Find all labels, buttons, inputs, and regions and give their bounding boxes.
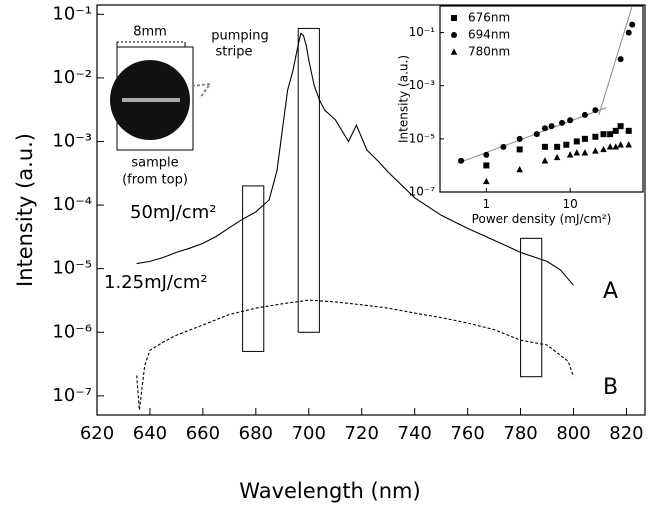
marker	[516, 146, 523, 153]
marker	[516, 165, 523, 173]
x-tick-label: 620	[80, 423, 114, 444]
x-tick-label: 720	[345, 423, 379, 444]
marker	[500, 143, 507, 150]
marker	[516, 135, 523, 142]
y-tick-label: 10⁻¹	[409, 25, 436, 39]
y-axis-label: Intensity (a.u.)	[13, 133, 37, 287]
y-tick-label: 10⁻⁷	[52, 385, 92, 406]
marker	[607, 131, 614, 138]
fit-line	[598, 5, 633, 116]
series-line	[136, 299, 575, 411]
marker	[629, 21, 636, 28]
y-tick-label: 10⁻⁵	[409, 131, 436, 145]
x-tick-label: 680	[239, 423, 273, 444]
marker	[612, 127, 619, 134]
y-tick-label: 10⁻³	[409, 78, 436, 92]
annotation: sample	[131, 156, 178, 171]
marker	[581, 111, 588, 118]
annotation: 8mm	[133, 25, 167, 40]
marker	[548, 123, 555, 130]
marker	[625, 29, 632, 36]
marker	[541, 143, 548, 150]
y-tick-label: 10⁻⁴	[52, 194, 92, 215]
x-tick-label: 780	[503, 423, 537, 444]
marker	[592, 133, 599, 140]
x-axis-label: Wavelength (nm)	[239, 479, 420, 503]
marker	[612, 143, 620, 150]
x-tick-label: 740	[398, 423, 432, 444]
marker	[483, 177, 490, 185]
marker	[458, 157, 465, 164]
marker	[617, 56, 624, 63]
marker	[592, 107, 599, 114]
marker	[581, 149, 589, 156]
legend-label: 780nm	[468, 45, 510, 59]
series-label: A	[603, 279, 618, 304]
legend-marker	[450, 48, 458, 55]
x-tick-label: 1	[483, 197, 491, 211]
annotation: 50mJ/cm²	[130, 202, 216, 223]
marker	[533, 131, 540, 138]
marker	[573, 149, 581, 156]
y-tick-label: 10⁻¹	[52, 3, 92, 24]
marker	[567, 117, 574, 124]
marker	[566, 151, 574, 158]
marker	[559, 119, 566, 126]
marker	[592, 147, 599, 154]
y-tick-label: 10⁻³	[52, 130, 92, 151]
plot-frame	[96, 4, 646, 416]
marker	[581, 135, 588, 142]
annotation: stripe	[215, 45, 252, 60]
series-line	[136, 32, 574, 286]
marker	[483, 151, 490, 158]
x-tick-label: 660	[186, 423, 220, 444]
marker	[563, 141, 570, 148]
marker	[573, 138, 580, 145]
legend-label: 694nm	[468, 28, 510, 42]
annotation: (from top)	[122, 173, 188, 188]
marker	[483, 162, 490, 169]
marker	[625, 141, 633, 148]
highlight-box	[242, 185, 265, 352]
marker	[600, 145, 607, 153]
x-tick-label: 760	[450, 423, 484, 444]
marker	[541, 157, 549, 164]
x-tick-label: 700	[292, 423, 326, 444]
legend-marker	[451, 15, 457, 21]
y-tick-label: 10⁻⁶	[52, 321, 92, 342]
legend-marker	[451, 32, 457, 38]
plot-frame	[439, 5, 644, 193]
annotation: pumping	[211, 29, 269, 44]
x-tick-label: 640	[133, 423, 167, 444]
x-axis-label: Power density (mJ/cm²)	[472, 212, 612, 226]
marker	[553, 153, 561, 161]
x-tick-label: 10	[563, 197, 578, 211]
fit-line	[457, 107, 607, 164]
legend-label: 676nm	[468, 11, 510, 25]
y-tick-label: 10⁻⁷	[409, 185, 436, 199]
marker	[617, 123, 624, 130]
y-tick-label: 10⁻²	[52, 67, 92, 88]
x-tick-label: 820	[609, 423, 643, 444]
marker	[606, 143, 614, 150]
marker	[617, 141, 624, 148]
annotation: 1.25mJ/cm²	[104, 272, 208, 293]
marker	[600, 131, 607, 138]
marker	[554, 143, 561, 150]
series-label: B	[603, 375, 618, 400]
highlight-box	[297, 27, 320, 333]
x-tick-label: 800	[556, 423, 590, 444]
marker	[625, 127, 632, 134]
highlight-box	[520, 237, 543, 378]
y-axis-label: Intensity (a.u.)	[397, 55, 411, 143]
stripe-pointer	[191, 82, 213, 99]
y-tick-label: 10⁻⁵	[52, 258, 92, 279]
marker	[541, 125, 548, 132]
sample-schematic	[110, 41, 213, 151]
